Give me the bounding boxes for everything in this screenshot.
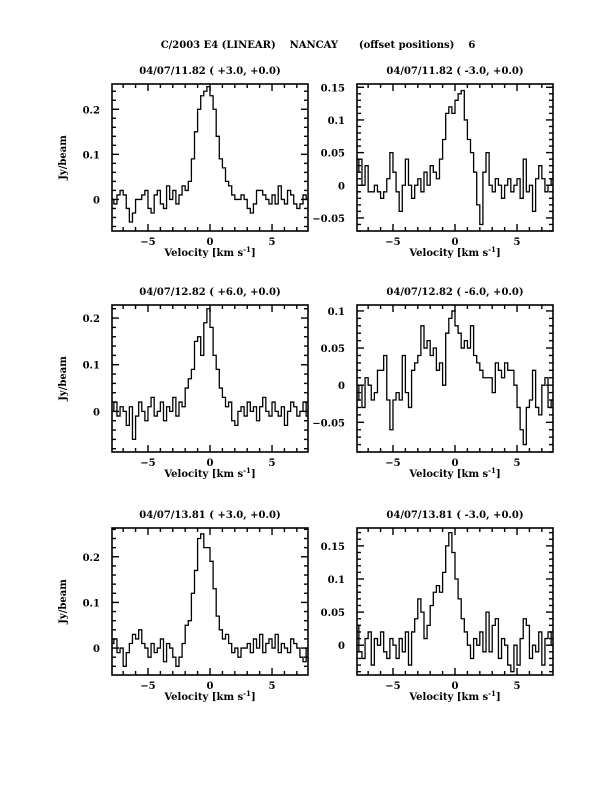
y-tick-label: 0 xyxy=(338,181,345,192)
x-tick-label: 5 xyxy=(269,237,276,248)
x-tick-label: −5 xyxy=(140,458,155,469)
spectrum-panel: 04/07/12.82 ( +6.0, +0.0) −5 0 5 0 0.1 0.2 Velo… xyxy=(58,287,309,480)
y-tick-label: 0.2 xyxy=(83,105,100,116)
spectrum-panel: 04/07/13.81 ( -3.0, +0.0) −5 0 5 0 0.05 0.1 0.1… xyxy=(321,510,554,703)
y-tick-label: 0.05 xyxy=(321,149,345,160)
x-axis-label: Velocity [km s-1] xyxy=(163,466,255,480)
x-tick-label: −5 xyxy=(385,237,400,248)
y-tick-label: 0 xyxy=(338,381,345,392)
panel-title: 04/07/12.82 ( -6.0, +0.0) xyxy=(386,287,523,298)
panel-title: 04/07/13.81 ( -3.0, +0.0) xyxy=(386,510,523,521)
x-tick-label: 5 xyxy=(514,237,521,248)
spectrum-line xyxy=(112,308,308,441)
y-tick-label: 0 xyxy=(93,407,100,418)
x-tick-label: 5 xyxy=(514,681,521,692)
x-axis-label: Velocity [km s-1] xyxy=(163,689,255,703)
y-tick-label: 0.2 xyxy=(83,553,100,564)
y-tick-label: 0.1 xyxy=(83,361,100,372)
y-tick-label: 0.1 xyxy=(328,307,345,318)
y-tick-label: 0.15 xyxy=(321,542,345,553)
y-tick-label: −0.05 xyxy=(312,418,345,429)
x-tick-label: 0 xyxy=(452,237,459,248)
x-tick-label: −5 xyxy=(385,458,400,469)
x-tick-label: 0 xyxy=(207,681,214,692)
panel-title: 04/07/11.82 ( -3.0, +0.0) xyxy=(386,66,523,77)
spectrum-panel: 04/07/13.81 ( +3.0, +0.0) −5 0 5 0 0.1 0.2 Velo… xyxy=(58,510,309,703)
spectrum-panel: 04/07/12.82 ( -6.0, +0.0) −5 0 5 −0.05 0 0.05 0… xyxy=(312,287,554,480)
spectrum-panel: 04/07/11.82 ( +3.0, +0.0) −5 0 5 0 0.1 0.2 Velo… xyxy=(58,66,309,259)
x-tick-label: 0 xyxy=(207,237,214,248)
y-tick-label: 0.1 xyxy=(328,575,345,586)
y-tick-label: 0.05 xyxy=(321,344,345,355)
x-axis-label: Velocity [km s-1] xyxy=(408,466,500,480)
panel-title: 04/07/13.81 ( +3.0, +0.0) xyxy=(139,510,280,521)
y-axis-label: Jy/beam xyxy=(58,579,69,625)
spectrum-line xyxy=(112,86,308,223)
spectrum-line xyxy=(112,533,308,667)
spectrum-line xyxy=(357,310,553,446)
x-tick-label: −5 xyxy=(140,681,155,692)
y-tick-label: 0 xyxy=(93,195,100,206)
spectrum-line xyxy=(357,89,553,226)
plot-frame xyxy=(111,83,309,232)
y-axis-label: Jy/beam xyxy=(58,356,69,402)
y-tick-label: 0.1 xyxy=(83,150,100,161)
panel-title: 04/07/12.82 ( +6.0, +0.0) xyxy=(139,287,280,298)
y-tick-label: 0.05 xyxy=(321,608,345,619)
y-tick-label: 0.1 xyxy=(328,116,345,127)
x-tick-label: 0 xyxy=(452,458,459,469)
x-axis-label: Velocity [km s-1] xyxy=(163,245,255,259)
panel-title: 04/07/11.82 ( +3.0, +0.0) xyxy=(139,66,280,77)
x-tick-label: 5 xyxy=(514,458,521,469)
y-tick-label: −0.05 xyxy=(312,214,345,225)
spectrum-line xyxy=(357,531,553,673)
x-tick-label: 5 xyxy=(269,458,276,469)
x-tick-label: 0 xyxy=(207,458,214,469)
y-tick-label: 0.1 xyxy=(83,598,100,609)
y-tick-label: 0 xyxy=(338,641,345,652)
page-title: C/2003 E4 (LINEAR) NANCAY (offset positi… xyxy=(161,40,476,51)
y-tick-label: 0 xyxy=(93,644,100,655)
y-axis-label: Jy/beam xyxy=(58,135,69,181)
x-axis-label: Velocity [km s-1] xyxy=(408,245,500,259)
spectrum-panel: 04/07/11.82 ( -3.0, +0.0) −5 0 5 −0.05 0 0.05 0… xyxy=(312,66,554,259)
y-tick-label: 0.15 xyxy=(321,83,345,94)
x-tick-label: 0 xyxy=(452,681,459,692)
x-tick-label: −5 xyxy=(140,237,155,248)
x-tick-label: 5 xyxy=(269,681,276,692)
y-tick-label: 0.2 xyxy=(83,314,100,325)
x-tick-label: −5 xyxy=(385,681,400,692)
x-axis-label: Velocity [km s-1] xyxy=(408,689,500,703)
